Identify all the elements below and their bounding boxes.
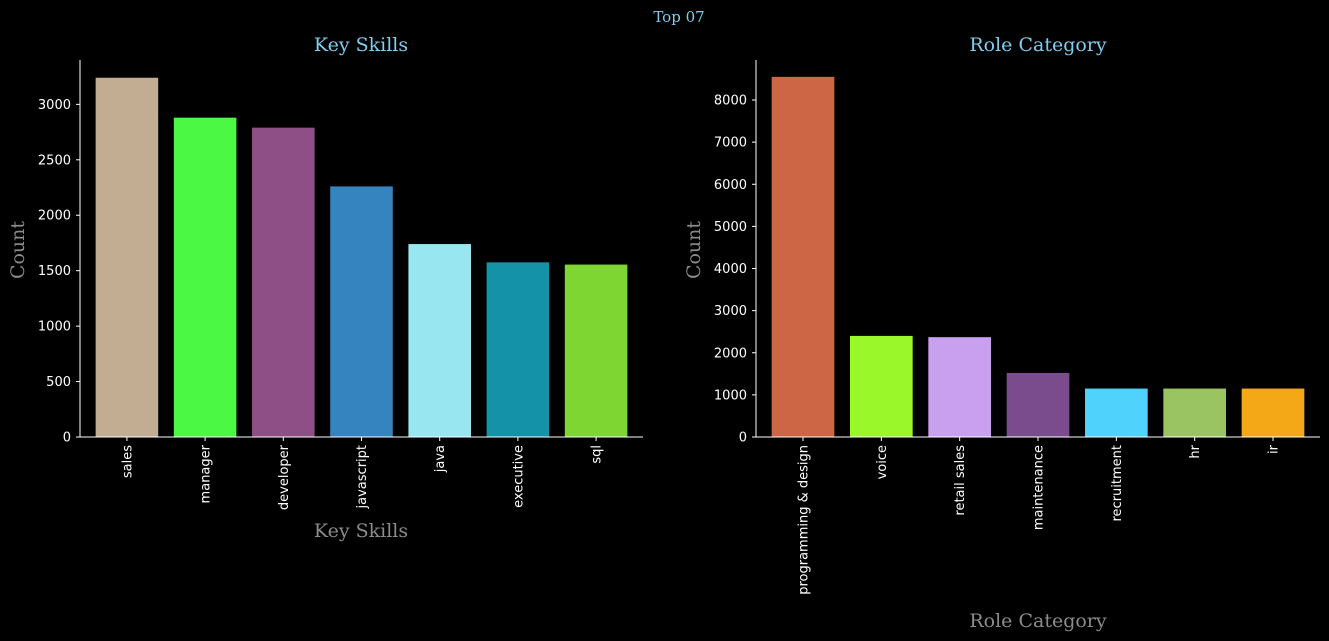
x-axis-label: Key Skills xyxy=(314,520,408,542)
y-tick-label: 7000 xyxy=(714,136,747,151)
y-tick-label: 500 xyxy=(46,375,71,390)
y-tick-label: 3000 xyxy=(38,98,71,113)
bar-manager xyxy=(173,117,237,437)
y-tick-label: 2000 xyxy=(38,209,71,224)
bar-group xyxy=(771,76,1305,437)
x-tick-label: java xyxy=(433,445,448,473)
y-tick-label: 8000 xyxy=(714,94,747,109)
x-tick-label: ir xyxy=(1267,444,1282,454)
y-tick-label: 4000 xyxy=(714,262,747,277)
bar-programming-design xyxy=(771,76,835,437)
y-tick-label: 1000 xyxy=(714,388,747,403)
tick-group: sales manager developer javascript java execu… xyxy=(38,98,605,510)
x-tick-label: executive xyxy=(511,445,526,508)
y-tick-label: 6000 xyxy=(714,178,747,193)
bar-javascript xyxy=(330,186,393,437)
chart-title: Role Category xyxy=(969,34,1107,56)
tick-group: programming & design voice retail sales mai… xyxy=(714,94,1282,595)
y-tick-label: 1000 xyxy=(38,320,71,335)
y-tick-label: 1500 xyxy=(38,264,71,279)
bar-hr xyxy=(1163,388,1226,437)
x-tick-label: javascript xyxy=(355,445,370,509)
x-tick-label: hr xyxy=(1188,444,1203,458)
y-tick-label: 2000 xyxy=(714,346,747,361)
y-tick-label: 2500 xyxy=(38,153,71,168)
y-axis-label: Count xyxy=(7,221,29,279)
bar-java xyxy=(408,244,471,437)
bar-sql xyxy=(564,264,628,437)
x-tick-label: manager xyxy=(199,444,214,503)
y-axis-label: Count xyxy=(683,221,705,279)
bar-voice xyxy=(850,335,913,437)
figure-suptitle: Top 07 xyxy=(653,8,704,26)
y-tick-label: 5000 xyxy=(714,220,747,235)
chart-title: Key Skills xyxy=(314,34,408,56)
bar-executive xyxy=(486,262,550,437)
key-skills-chart: Key Skills Key Skills Count sales manager… xyxy=(7,34,643,542)
y-tick-label: 0 xyxy=(63,431,71,446)
x-axis-label: Role Category xyxy=(969,610,1107,632)
x-tick-label: recruitment xyxy=(1110,445,1125,522)
x-tick-label: programming & design xyxy=(797,445,812,595)
bar-developer xyxy=(252,127,315,437)
x-tick-label: voice xyxy=(875,445,890,479)
bar-recruitment xyxy=(1085,388,1148,437)
role-category-chart: Role Category Role Category Count progra… xyxy=(683,34,1320,632)
y-tick-label: 3000 xyxy=(714,304,747,319)
x-tick-label: developer xyxy=(277,444,292,510)
bar-maintenance xyxy=(1006,372,1070,437)
x-tick-label: maintenance xyxy=(1032,445,1047,530)
bar-retail-sales xyxy=(928,337,991,437)
bar-sales xyxy=(95,77,159,438)
x-tick-label: sql xyxy=(590,445,605,464)
bar-ir xyxy=(1241,388,1305,437)
x-tick-label: sales xyxy=(120,445,135,478)
bar-group xyxy=(95,77,628,438)
x-tick-label: retail sales xyxy=(953,445,968,516)
y-tick-label: 0 xyxy=(739,431,747,446)
